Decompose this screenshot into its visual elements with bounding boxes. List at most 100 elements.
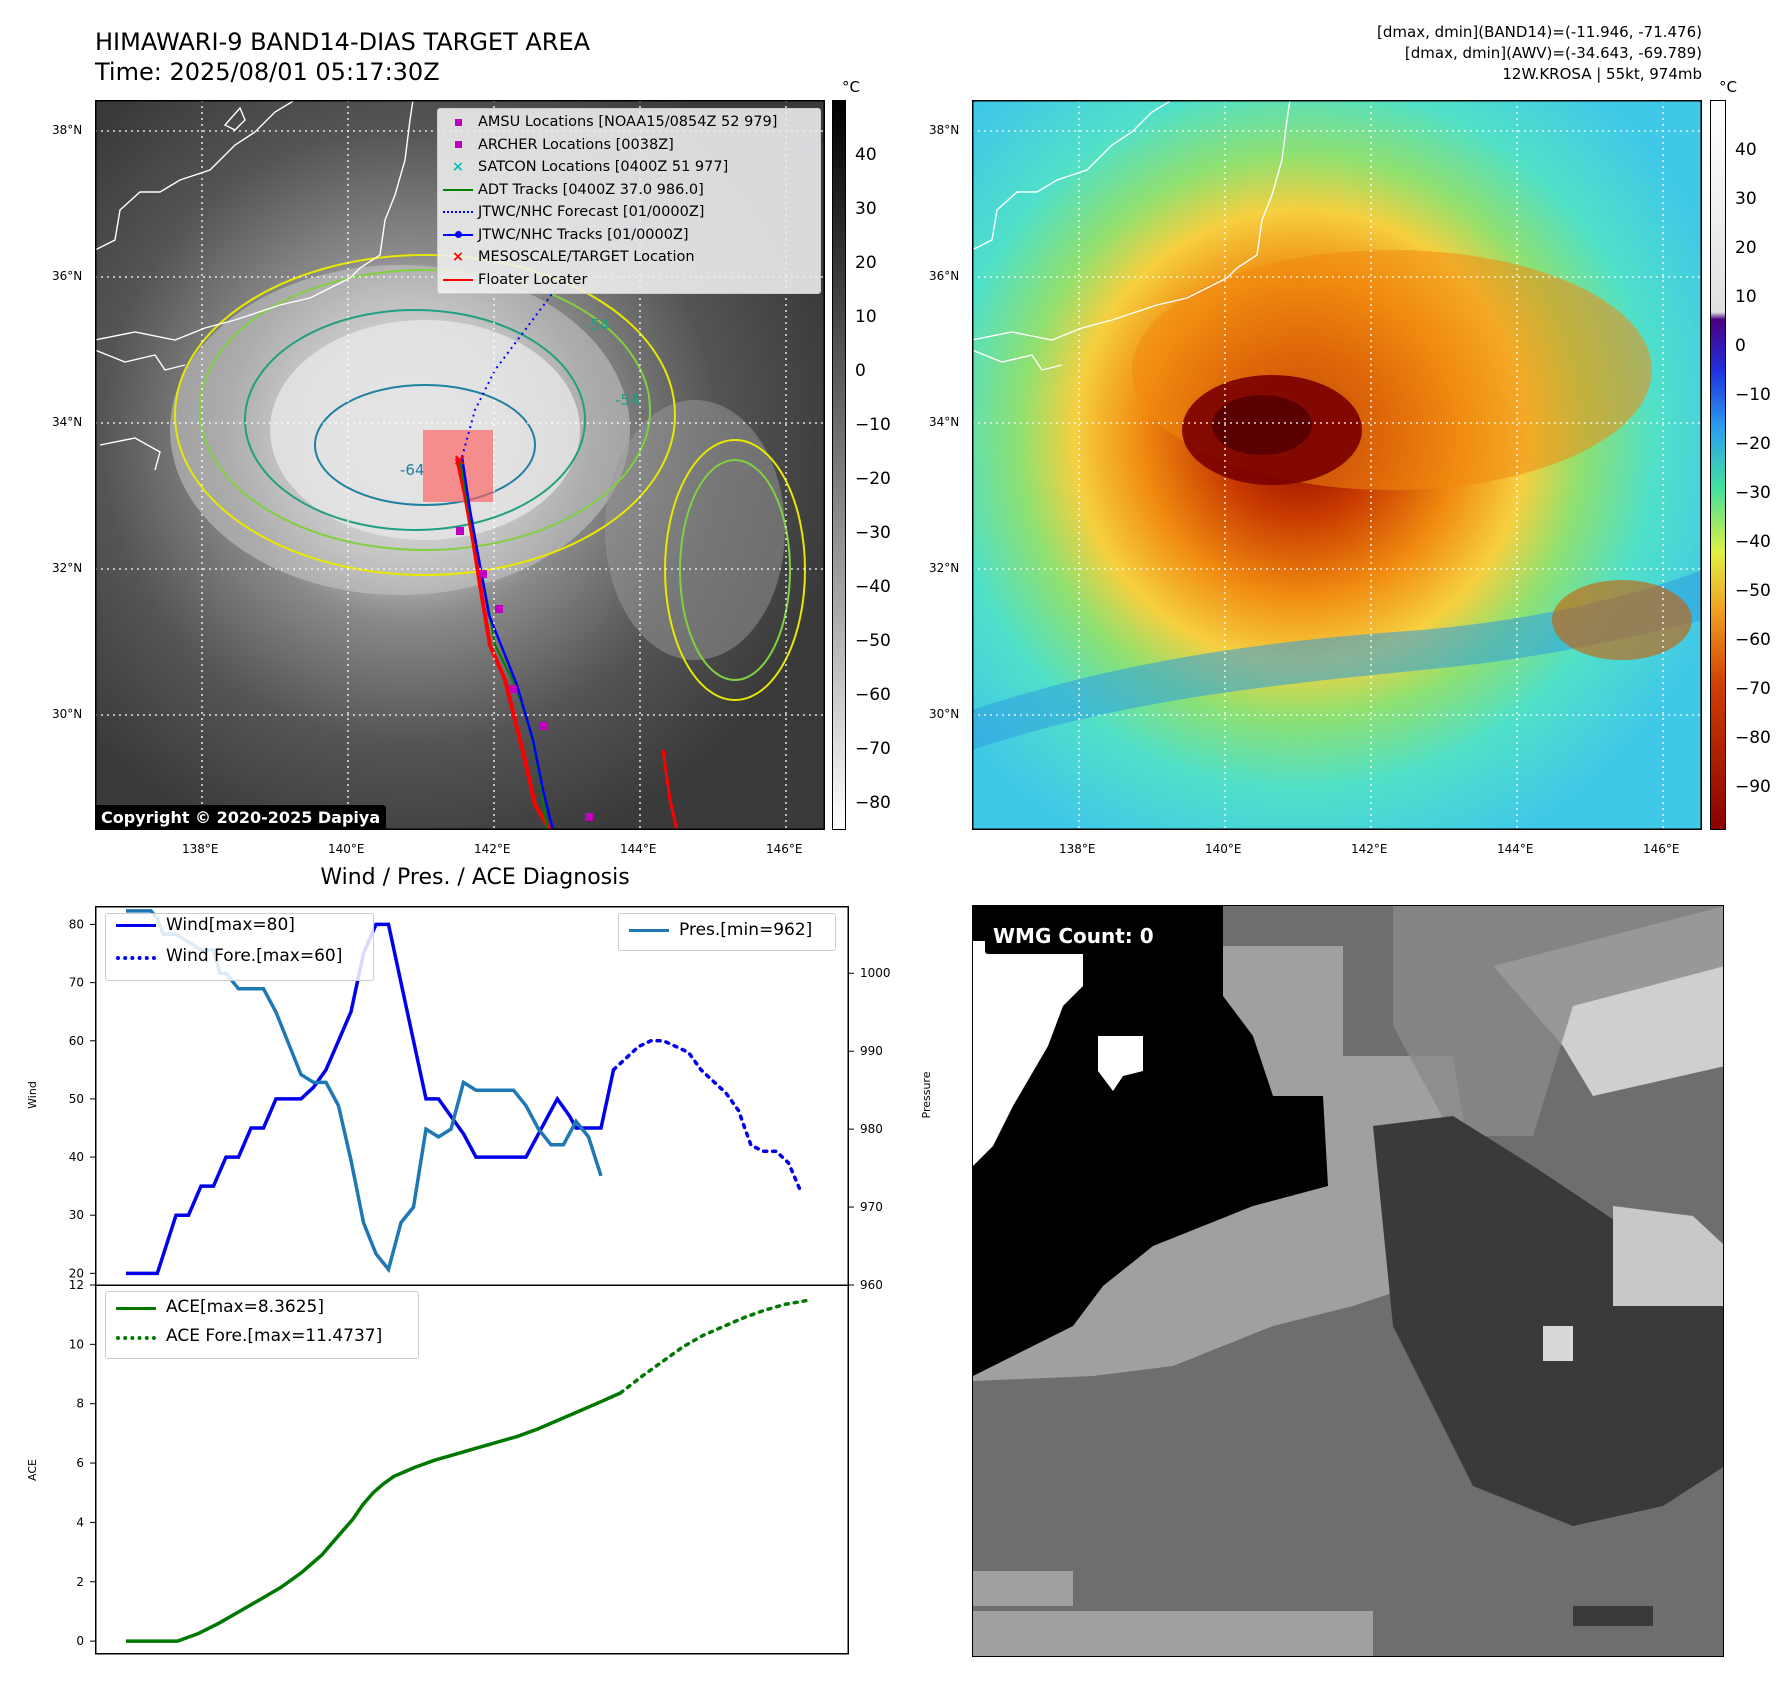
band14-colorbar <box>832 100 846 830</box>
y2-tick-label: 1000 <box>860 966 891 980</box>
colorbar-tick: 40 <box>1735 140 1757 160</box>
lon-tick: 146°E <box>1643 842 1680 856</box>
coastline <box>94 99 414 341</box>
wmg-imagery <box>973 906 1723 1656</box>
y-tick-label: 80 <box>69 917 84 931</box>
legend-item: × MESOSCALE/TARGET Location <box>438 246 820 269</box>
lon-tick: 146°E <box>766 842 803 856</box>
legend-item: ACE[max=8.3625] <box>166 1297 324 1317</box>
colorbar-tick: −90 <box>1735 777 1771 797</box>
legend-item: ARCHER Locations [0038Z] <box>438 134 820 157</box>
colorbar-tick: −20 <box>1735 434 1771 454</box>
awv-colorbar <box>1710 100 1726 830</box>
colorbar-tick: −50 <box>855 631 891 651</box>
colorbar-tick: 10 <box>1735 287 1757 307</box>
colorbar-tick: 10 <box>855 307 877 327</box>
contour-green <box>199 269 651 551</box>
lon-tick: 138°E <box>182 842 219 856</box>
pressure-axis-label: Pressure <box>920 1071 933 1118</box>
lon-tick: 142°E <box>474 842 511 856</box>
lon-tick: 140°E <box>1205 842 1242 856</box>
diagnosis-title: Wind / Pres. / ACE Diagnosis <box>320 865 630 890</box>
map-legend: AMSU Locations [NOAA15/0854Z 52 979] ARC… <box>437 108 821 294</box>
y2-tick-label: 990 <box>860 1044 883 1058</box>
colorbar-unit: °C <box>842 78 860 96</box>
wind-legend: Wind[max=80] Wind Fore.[max=60] <box>105 913 374 981</box>
legend-item: AMSU Locations [NOAA15/0854Z 52 979] <box>438 111 820 134</box>
awv-map <box>971 99 1702 830</box>
pressure-legend: Pres.[min=962] <box>618 913 836 951</box>
lat-tick: 30°N <box>929 707 960 721</box>
colorbar-tick: −30 <box>1735 483 1771 503</box>
y-tick-label: 70 <box>69 976 84 990</box>
colorbar-tick: −80 <box>855 793 891 813</box>
colorbar-tick: −10 <box>1735 385 1771 405</box>
lon-tick: 140°E <box>328 842 365 856</box>
jtwc-track <box>460 456 555 831</box>
info-awv: [dmax, dmin](AWV)=(-34.643, -69.789) <box>1404 44 1702 62</box>
ace-tick-label: 4 <box>76 1515 84 1529</box>
contour-label: -54 <box>585 316 610 334</box>
wmg-count-label: WMG Count: 0 <box>985 918 1162 954</box>
info-storm: 12W.KROSA | 55kt, 974mb <box>1502 65 1702 83</box>
ace-axis-label: ACE <box>26 1459 39 1481</box>
y-tick-label: 20 <box>69 1266 84 1280</box>
wind-axis-label: Wind <box>26 1081 39 1109</box>
info-band14: [dmax, dmin](BAND14)=(-11.946, -71.476) <box>1377 23 1702 41</box>
colorbar-unit: °C <box>1719 78 1737 96</box>
lat-tick: 36°N <box>52 269 83 283</box>
lat-tick: 34°N <box>52 415 83 429</box>
lat-tick: 30°N <box>52 707 83 721</box>
contour-yellow <box>174 254 676 576</box>
colorbar-tick: −60 <box>1735 630 1771 650</box>
dotted-line-icon <box>116 956 156 960</box>
colorbar-tick: 20 <box>855 253 877 273</box>
x-marker-icon: × <box>451 159 465 176</box>
band14-map: -54 -54 -64 × Copyrig <box>94 99 826 832</box>
colorbar-tick: 0 <box>855 361 866 381</box>
line-icon <box>443 188 473 191</box>
solid-line-icon <box>116 924 156 927</box>
ace-tick-label: 2 <box>76 1575 84 1589</box>
colorbar-tick: −40 <box>855 577 891 597</box>
solid-line-icon <box>116 1307 156 1310</box>
colorbar-tick: 40 <box>855 145 877 165</box>
contour-label: -54 <box>615 391 640 409</box>
legend-item: ADT Tracks [0400Z 37.0 986.0] <box>438 179 820 202</box>
lon-tick: 144°E <box>620 842 657 856</box>
x-marker-icon: × <box>451 249 465 266</box>
ace-tick-label: 12 <box>69 1278 84 1292</box>
lon-tick: 138°E <box>1059 842 1096 856</box>
solid-line-icon <box>629 929 669 932</box>
lon-tick: 142°E <box>1351 842 1388 856</box>
mesoscale-marker: × <box>453 450 466 469</box>
line-icon <box>443 278 473 281</box>
square-marker-icon <box>454 141 462 149</box>
y-tick-label: 40 <box>69 1150 84 1164</box>
ace-tick-label: 8 <box>76 1397 84 1411</box>
coastline <box>971 99 1291 341</box>
series-line-wind <box>126 922 616 1276</box>
floater-track <box>455 457 552 832</box>
series-line-ace-fore- <box>618 1298 808 1395</box>
figure-title: HIMAWARI-9 BAND14-DIAS TARGET AREA <box>95 28 591 56</box>
diagnosis-chart: 203040506070809609709809901000024681012 … <box>26 906 933 1655</box>
lat-tick: 34°N <box>929 415 960 429</box>
colorbar-tick: 20 <box>1735 238 1757 258</box>
ace-tick-label: 0 <box>76 1634 84 1648</box>
figure-time: Time: 2025/08/01 05:17:30Z <box>95 58 440 86</box>
legend-item: Wind Fore.[max=60] <box>166 946 343 966</box>
copyright-label: Copyright © 2020-2025 Dapiya <box>95 805 387 830</box>
y-tick-label: 30 <box>69 1208 84 1222</box>
square-marker-icon <box>454 118 462 126</box>
ace-tick-label: 10 <box>69 1337 84 1351</box>
colorbar-tick: −40 <box>1735 532 1771 552</box>
colorbar-tick: −80 <box>1735 728 1771 748</box>
series-line-wind-fore- <box>611 1039 803 1194</box>
lat-tick: 38°N <box>52 123 83 137</box>
y2-tick-label: 960 <box>860 1278 883 1292</box>
colorbar-tick: 30 <box>1735 189 1757 209</box>
legend-item: JTWC/NHC Tracks [01/0000Z] <box>438 224 820 247</box>
series-line-ace <box>126 1391 622 1643</box>
colorbar-tick: −70 <box>855 739 891 759</box>
